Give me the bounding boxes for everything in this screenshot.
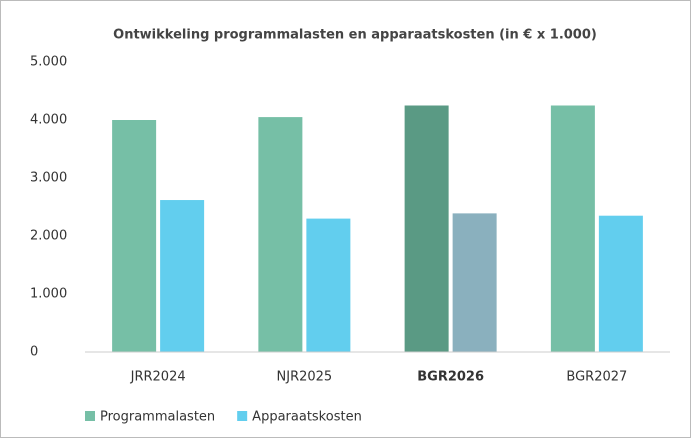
x-tick-label: JRR2024 — [130, 370, 186, 385]
bar — [306, 218, 351, 352]
y-tick-label: 4.000 — [30, 113, 67, 128]
x-tick-label: BGR2026 — [417, 370, 484, 385]
chart-title: Ontwikkeling programmalasten en apparaat… — [113, 28, 597, 43]
legend-swatch — [237, 411, 248, 421]
bar — [160, 200, 205, 352]
y-tick-label: 1.000 — [30, 287, 67, 302]
x-tick-label: NJR2025 — [277, 370, 333, 385]
bar — [112, 120, 157, 352]
y-tick-label: 0 — [30, 345, 38, 360]
y-tick-label: 3.000 — [30, 171, 67, 186]
bar — [258, 117, 303, 352]
bar — [452, 213, 497, 352]
bar — [598, 215, 643, 352]
x-tick-label: BGR2027 — [566, 370, 627, 385]
y-tick-label: 2.000 — [30, 229, 67, 244]
bar — [404, 105, 449, 352]
legend-swatch — [85, 411, 95, 421]
y-tick-label: 5.000 — [30, 55, 67, 70]
bar — [550, 105, 595, 352]
legend-label: Apparaatskosten — [252, 410, 362, 425]
legend-label: Programmalasten — [100, 410, 215, 425]
